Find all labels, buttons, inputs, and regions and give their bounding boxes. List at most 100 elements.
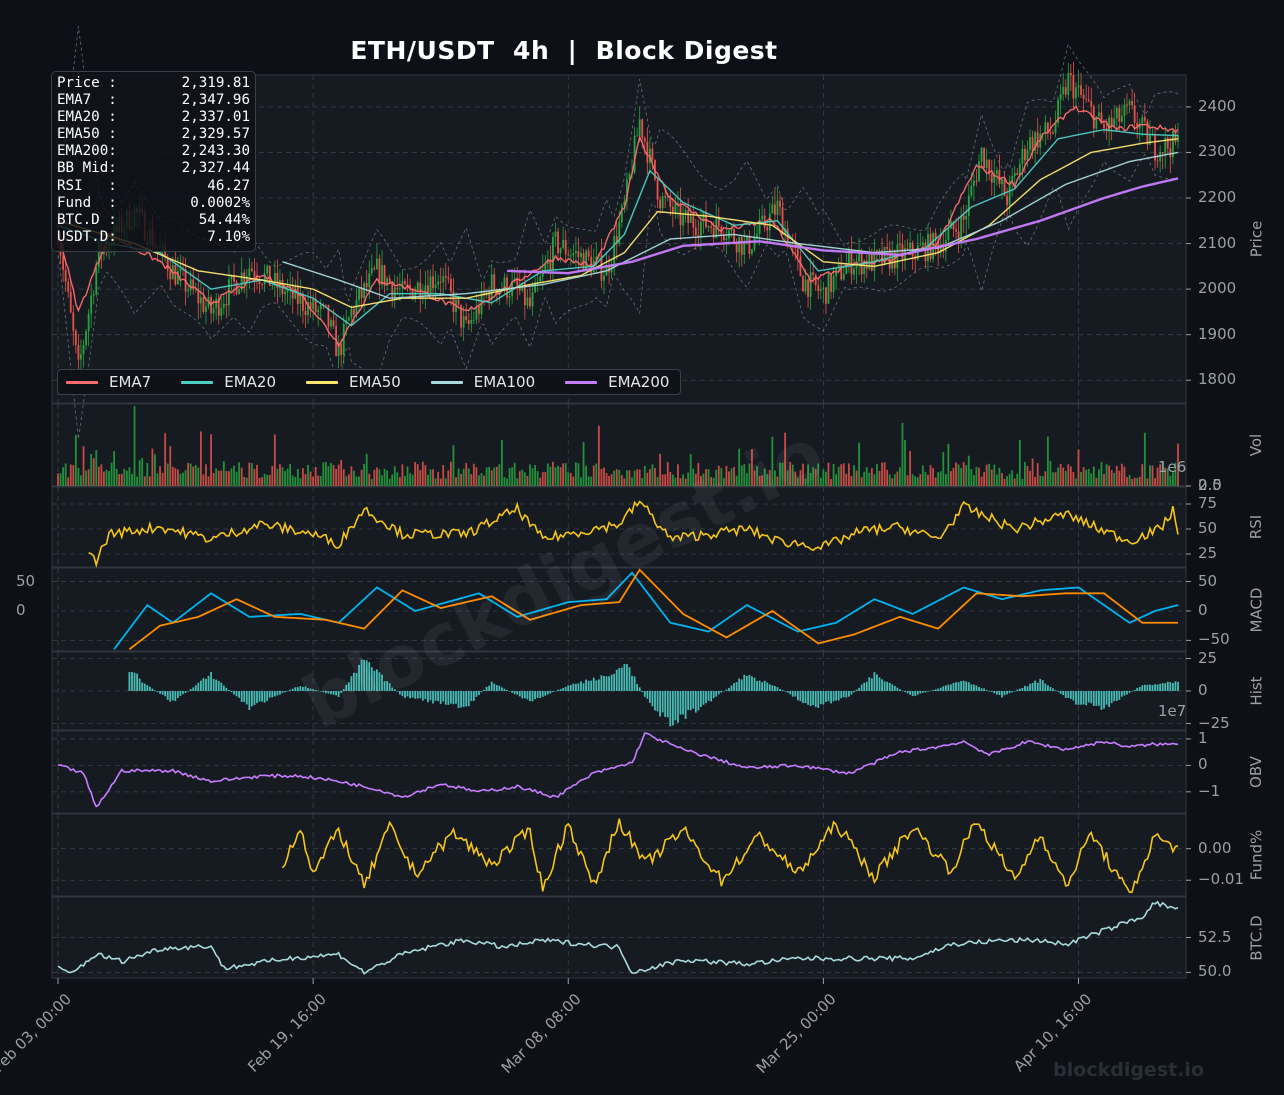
volume-bar <box>177 469 179 486</box>
volume-bar <box>768 470 771 486</box>
volume-bar <box>656 477 659 486</box>
hist-bar <box>1031 682 1034 691</box>
volume-bar <box>465 462 468 486</box>
volume-bar <box>781 462 784 486</box>
candle-body <box>722 235 725 241</box>
hist-bar <box>1034 680 1037 691</box>
hist-bar <box>774 686 776 691</box>
candle-body <box>1016 173 1019 175</box>
info-value: 7.10% <box>207 228 250 245</box>
volume-bar <box>192 466 195 486</box>
volume-bar <box>939 471 942 486</box>
volume-bar <box>159 466 161 486</box>
candle-body <box>378 258 381 285</box>
candle-body <box>712 227 715 238</box>
hist-bar <box>924 691 927 693</box>
hist-bar <box>207 675 210 691</box>
hist-bar <box>694 691 697 713</box>
btcd-line <box>57 900 1179 975</box>
hist-bar <box>796 691 799 701</box>
volume-bar <box>638 469 641 486</box>
candle-body <box>304 310 307 316</box>
candle-body <box>559 248 562 254</box>
volume-bar <box>136 476 138 486</box>
hist-bar <box>1067 691 1070 698</box>
volume-bar <box>1052 472 1054 486</box>
hist-bar <box>791 691 794 697</box>
volume-bar <box>822 469 825 486</box>
candle-body <box>738 237 741 253</box>
scale-label-vol: 1e6 <box>1158 458 1187 476</box>
hist-bar <box>687 691 690 710</box>
candle-body <box>197 289 200 304</box>
candle-body <box>677 202 679 204</box>
volume-bar <box>490 470 493 486</box>
hist-bar <box>309 688 312 691</box>
hist-bar <box>825 691 827 703</box>
candle-body <box>615 236 618 244</box>
hist-bar <box>1039 678 1042 691</box>
volume-bar <box>536 471 539 486</box>
volume-bar <box>901 422 904 486</box>
hist-bar <box>1082 691 1085 705</box>
hist-bar <box>962 680 965 691</box>
volume-bar <box>1154 478 1156 486</box>
volume-bar <box>1021 478 1024 486</box>
hist-bar <box>618 667 621 691</box>
hist-bar <box>934 689 937 691</box>
hist-bar <box>1046 685 1049 691</box>
hist-bar <box>192 687 195 691</box>
volume-bar <box>679 478 682 486</box>
volume-bar <box>189 463 192 486</box>
legend-label: EMA100 <box>473 373 536 391</box>
candle-body <box>702 211 705 222</box>
hist-bar <box>906 691 909 694</box>
candle-body <box>222 303 225 308</box>
volume-bar <box>1161 462 1164 486</box>
hist-bar <box>786 691 789 693</box>
hist-bar <box>638 687 641 691</box>
candle-body <box>1115 107 1118 119</box>
volume-bar <box>240 467 243 486</box>
candle-body <box>694 227 697 236</box>
volume-bar <box>909 450 912 486</box>
candle-body <box>386 278 389 286</box>
volume-bar <box>924 472 927 486</box>
volume-bar <box>1018 439 1021 486</box>
axis-label-fund: Fund% <box>1246 829 1265 881</box>
volume-bar <box>1177 443 1179 486</box>
candle-body <box>253 270 256 278</box>
hist-bar <box>674 691 677 721</box>
candle-body <box>439 281 442 283</box>
candle-body <box>595 256 598 261</box>
hist-bar <box>501 687 503 691</box>
volume-bar <box>796 477 799 486</box>
hist-bar <box>230 691 233 693</box>
volume-bar <box>967 455 970 486</box>
volume-bar <box>1164 467 1167 486</box>
hist-bar <box>508 691 511 692</box>
candle-body <box>1171 130 1174 158</box>
ytick-label: 1800 <box>1198 370 1237 389</box>
candle-body <box>766 227 769 231</box>
volume-bar <box>564 463 567 486</box>
volume-bar <box>253 469 256 486</box>
candle-body <box>465 316 468 321</box>
volume-bar <box>85 470 87 486</box>
candle-body <box>751 249 753 254</box>
volume-bar <box>569 472 572 486</box>
info-label: USDT.D: <box>57 228 117 245</box>
candle-body <box>786 228 789 246</box>
info-label: BB Mid: <box>57 160 117 177</box>
hist-bar <box>307 688 309 691</box>
candle-body <box>1024 148 1026 161</box>
candle-body <box>516 278 519 286</box>
volume-bar <box>279 464 281 486</box>
candle-body <box>725 238 728 241</box>
volume-bar <box>1166 468 1169 486</box>
volume-bar <box>156 473 159 486</box>
ytick-left-label: 50 <box>16 571 36 590</box>
hist-bar <box>1174 681 1177 691</box>
hist-bar <box>447 691 450 705</box>
volume-bar <box>59 473 62 486</box>
